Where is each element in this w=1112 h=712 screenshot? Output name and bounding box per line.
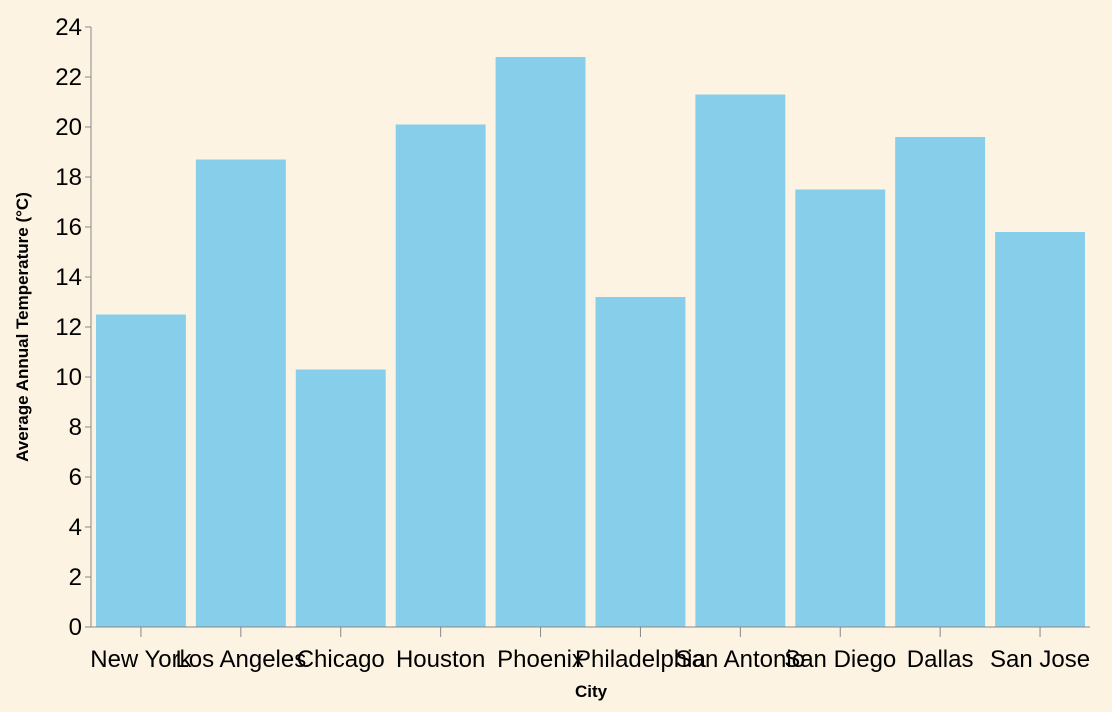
y-tick-label: 12 [55, 314, 82, 341]
x-tick-label: Los Angeles [175, 646, 306, 673]
x-tick-label: San Diego [784, 646, 896, 673]
x-tick-label: Dallas [907, 646, 974, 673]
y-tick-label: 16 [55, 214, 82, 241]
x-tick-label: San Jose [990, 646, 1090, 673]
y-tick-label: 18 [55, 164, 82, 191]
x-tick-label: Houston [396, 646, 485, 673]
y-tick-label: 4 [69, 514, 82, 541]
y-tick-label: 2 [69, 564, 82, 591]
y-tick-label: 8 [69, 414, 82, 441]
y-axis-title: Average Annual Temperature (°C) [13, 192, 32, 462]
x-tick-label: New York [90, 646, 192, 673]
x-tick-label: San Antonio [676, 646, 805, 673]
bar-houston [395, 124, 486, 627]
bars-group [95, 57, 1086, 627]
bar-dallas [895, 137, 986, 627]
x-tick-label: Chicago [297, 646, 385, 673]
bar-san-diego [795, 189, 886, 627]
y-tick-label: 20 [55, 114, 82, 141]
y-tick-label: 0 [69, 614, 82, 641]
bar-san-antonio [695, 94, 786, 627]
y-tick-label: 6 [69, 464, 82, 491]
y-tick-label: 22 [55, 64, 82, 91]
bar-san-jose [995, 232, 1086, 627]
x-tick-label: Phoenix [497, 646, 584, 673]
bar-phoenix [495, 57, 586, 627]
bar-philadelphia [595, 297, 686, 627]
x-tick-label: Philadelphia [575, 646, 706, 673]
y-tick-label: 14 [55, 264, 82, 291]
x-axis-title: City [575, 682, 608, 701]
bar-chicago [295, 369, 386, 627]
bar-los-angeles [195, 159, 286, 627]
bar-new-york [95, 314, 186, 627]
y-tick-label: 24 [55, 14, 82, 41]
y-tick-label: 10 [55, 364, 82, 391]
